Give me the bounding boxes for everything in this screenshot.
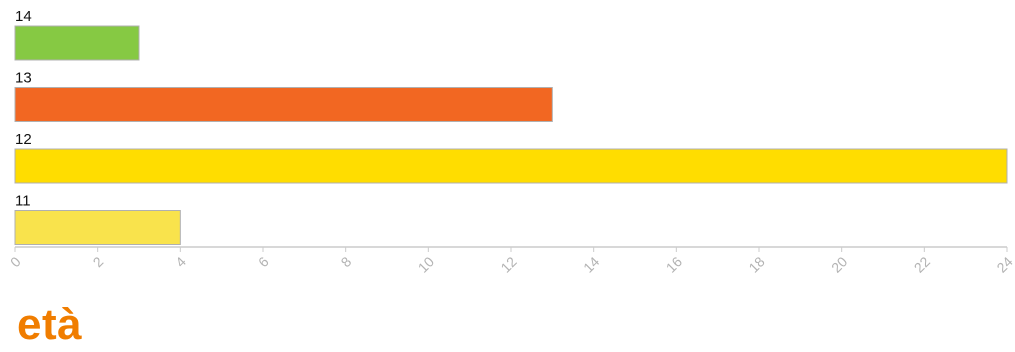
x-tick-label: 2 <box>90 253 107 270</box>
x-tick-label: 14 <box>580 253 602 275</box>
x-tick-label: 10 <box>415 253 437 275</box>
category-label: 13 <box>15 70 32 87</box>
x-tick-label: 24 <box>993 253 1015 275</box>
bars-layer: 14 13 12 11 <box>14 8 1008 245</box>
x-tick-label: 4 <box>172 253 189 270</box>
x-tick-label: 12 <box>497 253 519 275</box>
x-tick-label: 0 <box>7 253 24 270</box>
category-label: 14 <box>15 8 32 25</box>
x-tick-label: 16 <box>663 253 685 275</box>
x-tick-label: 6 <box>255 253 272 270</box>
category-label: 12 <box>15 131 32 148</box>
category-label: 11 <box>15 193 31 210</box>
x-tick-label: 8 <box>338 253 355 270</box>
bar <box>14 87 553 122</box>
x-tick-label: 18 <box>745 253 767 275</box>
bar <box>14 25 140 61</box>
x-axis-ticks: 0 2 4 6 8 10 12 14 16 18 20 22 24 <box>7 247 1015 276</box>
x-tick-label: 22 <box>911 253 933 275</box>
chart-title: età <box>17 300 83 349</box>
bar <box>14 148 1008 184</box>
bar <box>14 210 181 245</box>
x-tick-label: 20 <box>828 253 850 275</box>
